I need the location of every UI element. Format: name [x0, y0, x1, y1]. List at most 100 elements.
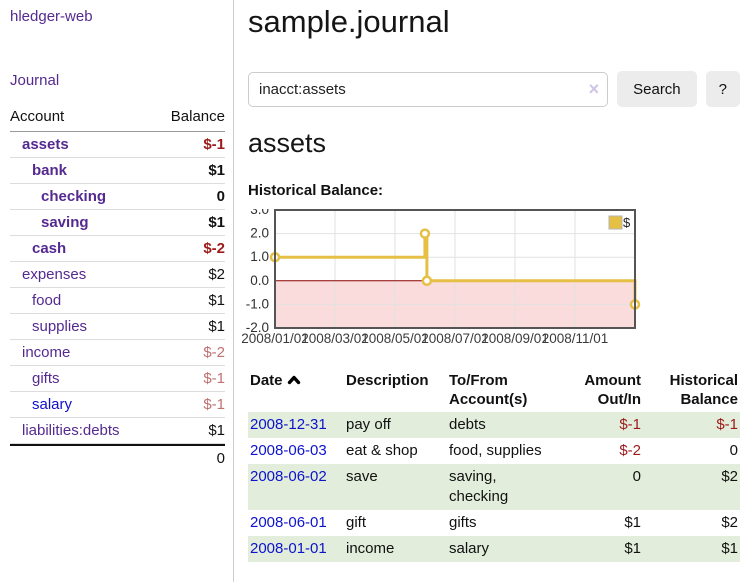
account-balance: $1 [208, 422, 225, 439]
transaction-balance: $1 [643, 536, 740, 562]
accounts-header-balance: Balance [170, 108, 225, 125]
register-row: 2008-06-03 eat & shop food, supplies $-2… [248, 438, 740, 464]
account-link-checking[interactable]: checking [41, 188, 107, 205]
account-balance: 0 [216, 188, 225, 205]
transaction-amount: $-1 [559, 412, 643, 438]
account-balance: $-1 [203, 136, 225, 153]
account-balance: $2 [208, 266, 225, 283]
accounts-tree: Account Balance assets $-1 bank $1 check… [10, 106, 225, 471]
transaction-accounts: debts [447, 412, 559, 438]
register-row: 2008-06-02 save saving, checking 0 $2 [248, 464, 740, 510]
account-link-supplies[interactable]: supplies [32, 318, 88, 335]
register-table: Date Description To/From Account(s) Amou… [248, 369, 740, 562]
svg-text:2008/07/01: 2008/07/01 [421, 331, 489, 346]
column-header-description: Description [346, 372, 429, 389]
sidebar: hledger-web Journal Account Balance asse… [0, 0, 234, 582]
column-header-date[interactable]: Date [248, 369, 344, 412]
account-link-gifts[interactable]: gifts [32, 370, 60, 387]
accounts-header-account: Account [10, 108, 65, 125]
transaction-amount: $1 [559, 536, 643, 562]
account-row-expenses: expenses $2 [10, 262, 225, 288]
svg-text:1.0: 1.0 [250, 249, 269, 264]
svg-text:0.0: 0.0 [250, 273, 269, 288]
transaction-amount: 0 [559, 464, 643, 510]
account-row-bank: bank $1 [10, 158, 225, 184]
column-header-accounts: To/From Account(s) [449, 372, 528, 408]
svg-text:2008/01/01: 2008/01/01 [241, 331, 309, 346]
register-header-row: Date Description To/From Account(s) Amou… [248, 369, 740, 412]
account-row-liabilities-debts: liabilities:debts $1 [10, 418, 225, 444]
account-link-liabilities-debts[interactable]: liabilities:debts [22, 422, 120, 439]
account-link-expenses[interactable]: expenses [22, 266, 87, 283]
accounts-header: Account Balance [10, 106, 225, 132]
account-balance: $-2 [203, 344, 225, 361]
historical-balance-chart: $3.0 2.0 1.0 0.0 -1.0 -2.0 2008/01/01 2008/03/0… [241, 209, 740, 351]
svg-text:$: $ [623, 215, 631, 230]
transaction-date-link[interactable]: 2008-01-01 [250, 540, 327, 557]
svg-text:2008/11/01: 2008/11/01 [542, 331, 609, 346]
account-row-gifts: gifts $-1 [10, 366, 225, 392]
transaction-accounts: gifts [449, 514, 477, 531]
accounts-total: 0 [10, 444, 225, 471]
transaction-accounts: salary [447, 536, 559, 562]
help-button[interactable]: ? [705, 71, 740, 107]
transaction-description: income [344, 536, 447, 562]
account-row-saving: saving $1 [10, 210, 225, 236]
account-row-salary: salary $-1 [10, 392, 225, 418]
transaction-accounts: saving, checking [447, 464, 559, 510]
search-input[interactable] [248, 71, 609, 107]
svg-text:3.0: 3.0 [250, 209, 269, 217]
account-balance: $-2 [203, 240, 225, 257]
account-row-cash: cash $-2 [10, 236, 225, 262]
transaction-balance: $2 [721, 514, 738, 531]
account-balance: $-1 [203, 370, 225, 387]
account-row-food: food $1 [10, 288, 225, 314]
column-header-amount: Amount Out/In [584, 372, 641, 408]
account-balance: $1 [208, 292, 225, 309]
account-row-supplies: supplies $1 [10, 314, 225, 340]
page-title: sample.journal [248, 4, 450, 39]
account-row-income: income $-2 [10, 340, 225, 366]
transaction-description: gift [346, 514, 367, 531]
svg-text:-1.0: -1.0 [246, 296, 269, 311]
transaction-date-link[interactable]: 2008-06-03 [250, 442, 327, 459]
transaction-balance: $-1 [643, 412, 740, 438]
account-link-assets[interactable]: assets [22, 136, 69, 153]
transaction-description: eat & shop [346, 442, 418, 459]
account-link-income[interactable]: income [22, 344, 71, 361]
transaction-amount: $-2 [619, 442, 641, 459]
account-link-saving[interactable]: saving [41, 214, 89, 231]
transaction-balance: 0 [729, 442, 738, 459]
account-row-checking: checking 0 [10, 184, 225, 210]
column-header-balance: Historical Balance [669, 372, 738, 408]
search-form: × Search ? [248, 71, 740, 107]
svg-text:-2.0: -2.0 [246, 320, 269, 335]
transaction-date-link[interactable]: 2008-06-02 [250, 468, 327, 485]
sidebar-item-journal[interactable]: Journal [10, 72, 60, 89]
search-button[interactable]: Search [617, 71, 697, 107]
register-row: 2008-01-01 income salary $1 $1 [248, 536, 740, 562]
register-row: 2008-12-31 pay off debts $-1 $-1 [248, 412, 740, 438]
account-link-bank[interactable]: bank [32, 162, 68, 179]
transaction-date-link[interactable]: 2008-06-01 [250, 514, 327, 531]
account-row-assets: assets $-1 [10, 132, 225, 158]
transaction-balance: $2 [643, 464, 740, 510]
clear-search-icon[interactable]: × [588, 78, 600, 99]
main-content: sample.journal × Search ? assets Histori… [241, 0, 740, 562]
svg-text:2008/03/01: 2008/03/01 [301, 331, 369, 346]
account-link-cash[interactable]: cash [32, 240, 67, 257]
app-title[interactable]: hledger-web [10, 8, 93, 25]
svg-text:2.0: 2.0 [250, 226, 269, 241]
account-link-food[interactable]: food [32, 292, 62, 309]
transaction-description: pay off [344, 412, 447, 438]
account-balance: $-1 [203, 396, 225, 413]
account-balance: $1 [208, 318, 225, 335]
transaction-date-link[interactable]: 2008-12-31 [250, 416, 327, 433]
register-row: 2008-06-01 gift gifts $1 $2 [248, 510, 740, 536]
transaction-description: save [344, 464, 447, 510]
chart-title: Historical Balance: [248, 182, 384, 199]
transaction-amount: $1 [624, 514, 641, 531]
account-link-salary[interactable]: salary [32, 396, 73, 413]
account-heading: assets [248, 128, 327, 158]
transaction-accounts: food, supplies [449, 442, 542, 459]
